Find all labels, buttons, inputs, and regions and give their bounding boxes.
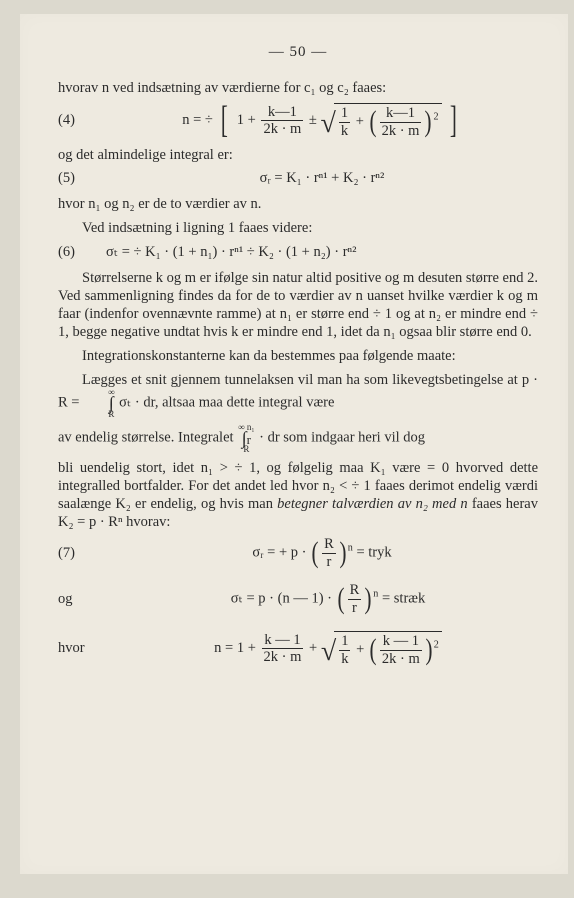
- eq-hvor-frac1: k — 1 2k · m: [262, 633, 304, 665]
- paren-right-icon: ): [339, 541, 346, 565]
- eq4-frac1: k—1 2k · m: [261, 105, 303, 137]
- eq-hvor-frac1-num: k — 1: [262, 633, 304, 649]
- eq5-number: (5): [58, 170, 106, 187]
- paren-right-icon: ): [425, 110, 432, 134]
- equation-4: (4) n = ÷ [ 1 + k—1 2k · m ± √ 1 k + (: [58, 103, 538, 138]
- eq-hvor-frac2-num: 1: [339, 634, 350, 650]
- eq4-frac1-den: 2k · m: [261, 120, 303, 137]
- paren-left-icon: (: [337, 587, 344, 611]
- paren-left-icon: (: [369, 110, 376, 134]
- eq-hvor-frac1-den: 2k · m: [262, 648, 304, 665]
- eq7-frac: R r: [322, 537, 336, 569]
- equation-7: (7) σᵣ = + p · ( R r )n = tryk: [58, 537, 538, 569]
- p9-italic: betegner talværdien av n₂ med n: [277, 496, 468, 512]
- paragraph-7: Lægges et snit gjennem tunnelaksen vil m…: [58, 371, 538, 418]
- eq4-frac2: 1 k: [339, 106, 350, 138]
- eq7-frac-num: R: [322, 537, 336, 553]
- eq-hvor-plus: +: [309, 640, 317, 656]
- eq-og-frac-den: r: [348, 599, 362, 616]
- int2-lower: R: [238, 446, 254, 453]
- eq7-result: = tryk: [356, 545, 391, 561]
- eq4-frac3-den: 2k · m: [380, 122, 422, 139]
- equation-5: (5) σᵣ = K₁ · rⁿ¹ + K₂ · rⁿ²: [58, 170, 538, 187]
- eq-hvor-frac3-den: 2k · m: [380, 650, 422, 667]
- paren-left-icon: (: [369, 638, 376, 662]
- eq4-sqrt: √ 1 k + ( k—1 2k · m )2: [321, 103, 442, 138]
- eq-hvor-exponent: 2: [434, 640, 439, 651]
- eq4-lhs: n = ÷: [182, 112, 213, 128]
- paragraph-3: hvor n₁ og n₂ er de to værdier av n.: [58, 195, 538, 213]
- eq-hvor-frac2: 1 k: [339, 634, 350, 666]
- eq4-frac3: k—1 2k · m: [380, 106, 422, 138]
- eq6-body: σₜ = ÷ K₁ · (1 + n₁) · rⁿ¹ ÷ K₂ · (1 + n…: [106, 244, 538, 261]
- eq-hvor-frac3: k — 1 2k · m: [380, 634, 422, 666]
- eq4-body: n = ÷ [ 1 + k—1 2k · m ± √ 1 k + ( k—1: [106, 103, 538, 138]
- eq4-number: (4): [58, 112, 106, 129]
- p7b-text: σₜ · dr, altsaa maa dette integral være: [119, 395, 334, 411]
- paragraph-8: av endelig størrelse. Integralet ∞ n₁ ∫r…: [58, 424, 538, 453]
- eq7-number: (7): [58, 545, 106, 562]
- eq-hvor-frac2-den: k: [339, 650, 350, 667]
- eq-hvor-sqrt: √ 1 k + ( k — 1 2k · m )2: [321, 631, 442, 666]
- eq4-frac3-num: k—1: [380, 106, 422, 122]
- eq7-frac-den: r: [322, 553, 336, 570]
- paragraph-1: hvorav n ved indsætning av værdierne for…: [58, 79, 538, 97]
- paren-right-icon: ): [425, 638, 432, 662]
- page-number: — 50 —: [58, 44, 538, 61]
- eq4-exponent: 2: [433, 112, 438, 123]
- paragraph-4: Ved indsætning i ligning 1 faaes videre:: [58, 219, 538, 237]
- paragraph-9: bli uendelig stort, idet n₁ > ÷ 1, og fø…: [58, 459, 538, 532]
- eq7-lhs: σᵣ = + p ·: [252, 545, 306, 561]
- eq4-frac1-num: k—1: [261, 105, 303, 121]
- paragraph-5: Størrelserne k og m er ifølge sin natur …: [58, 269, 538, 342]
- paren-left-icon: (: [312, 541, 319, 565]
- eq-og-exponent: n: [373, 589, 378, 600]
- equation-6: (6) σₜ = ÷ K₁ · (1 + n₁) · rⁿ¹ ÷ K₂ · (1…: [58, 244, 538, 261]
- paragraph-2: og det almindelige integral er:: [58, 146, 538, 164]
- page: — 50 — hvorav n ved indsætning av værdie…: [20, 14, 568, 874]
- p8b-text: · dr som indgaar heri vil dog: [259, 430, 425, 446]
- bracket-right-icon: ]: [450, 105, 457, 135]
- eq-og-label: og: [58, 591, 118, 608]
- p8a-text: av endelig størrelse. Integralet: [58, 430, 237, 446]
- equation-hvor: hvor n = 1 + k — 1 2k · m + √ 1 k + ( k …: [58, 631, 538, 666]
- eq4-frac2-num: 1: [339, 106, 350, 122]
- eq-hvor-radicand: 1 k + ( k — 1 2k · m )2: [334, 631, 442, 666]
- integral-2-icon: ∞ n₁ ∫r R: [238, 424, 254, 453]
- eq-og-frac-num: R: [348, 583, 362, 599]
- eq5-body: σᵣ = K₁ · rⁿ¹ + K₂ · rⁿ²: [106, 170, 538, 187]
- eq-og-lhs: σₜ = p · (n — 1) ·: [231, 591, 332, 607]
- integral-1-icon: ∞ ∫ R: [84, 389, 114, 418]
- eq6-number: (6): [58, 244, 106, 261]
- eq-hvor-body: n = 1 + k — 1 2k · m + √ 1 k + ( k — 1 2…: [118, 631, 538, 666]
- bracket-left-icon: [: [221, 105, 228, 135]
- eq-hvor-label: hvor: [58, 640, 118, 657]
- equation-og: og σₜ = p · (n — 1) · ( R r )n = stræk: [58, 583, 538, 615]
- eq4-radicand: 1 k + ( k—1 2k · m )2: [334, 103, 442, 138]
- eq7-body: σᵣ = + p · ( R r )n = tryk: [106, 537, 538, 569]
- eq7-exponent: n: [348, 543, 353, 554]
- eq-og-result: = stræk: [382, 591, 425, 607]
- int1-lower: R: [84, 411, 114, 418]
- eq4-frac2-den: k: [339, 122, 350, 139]
- paren-right-icon: ): [365, 587, 372, 611]
- eq-hvor-frac3-num: k — 1: [380, 634, 422, 650]
- eq-og-body: σₜ = p · (n — 1) · ( R r )n = stræk: [118, 583, 538, 615]
- paragraph-6: Integrationskonstanterne kan da bestemme…: [58, 347, 538, 365]
- eq-og-frac: R r: [348, 583, 362, 615]
- eq-hvor-lhs: n = 1 +: [214, 640, 256, 656]
